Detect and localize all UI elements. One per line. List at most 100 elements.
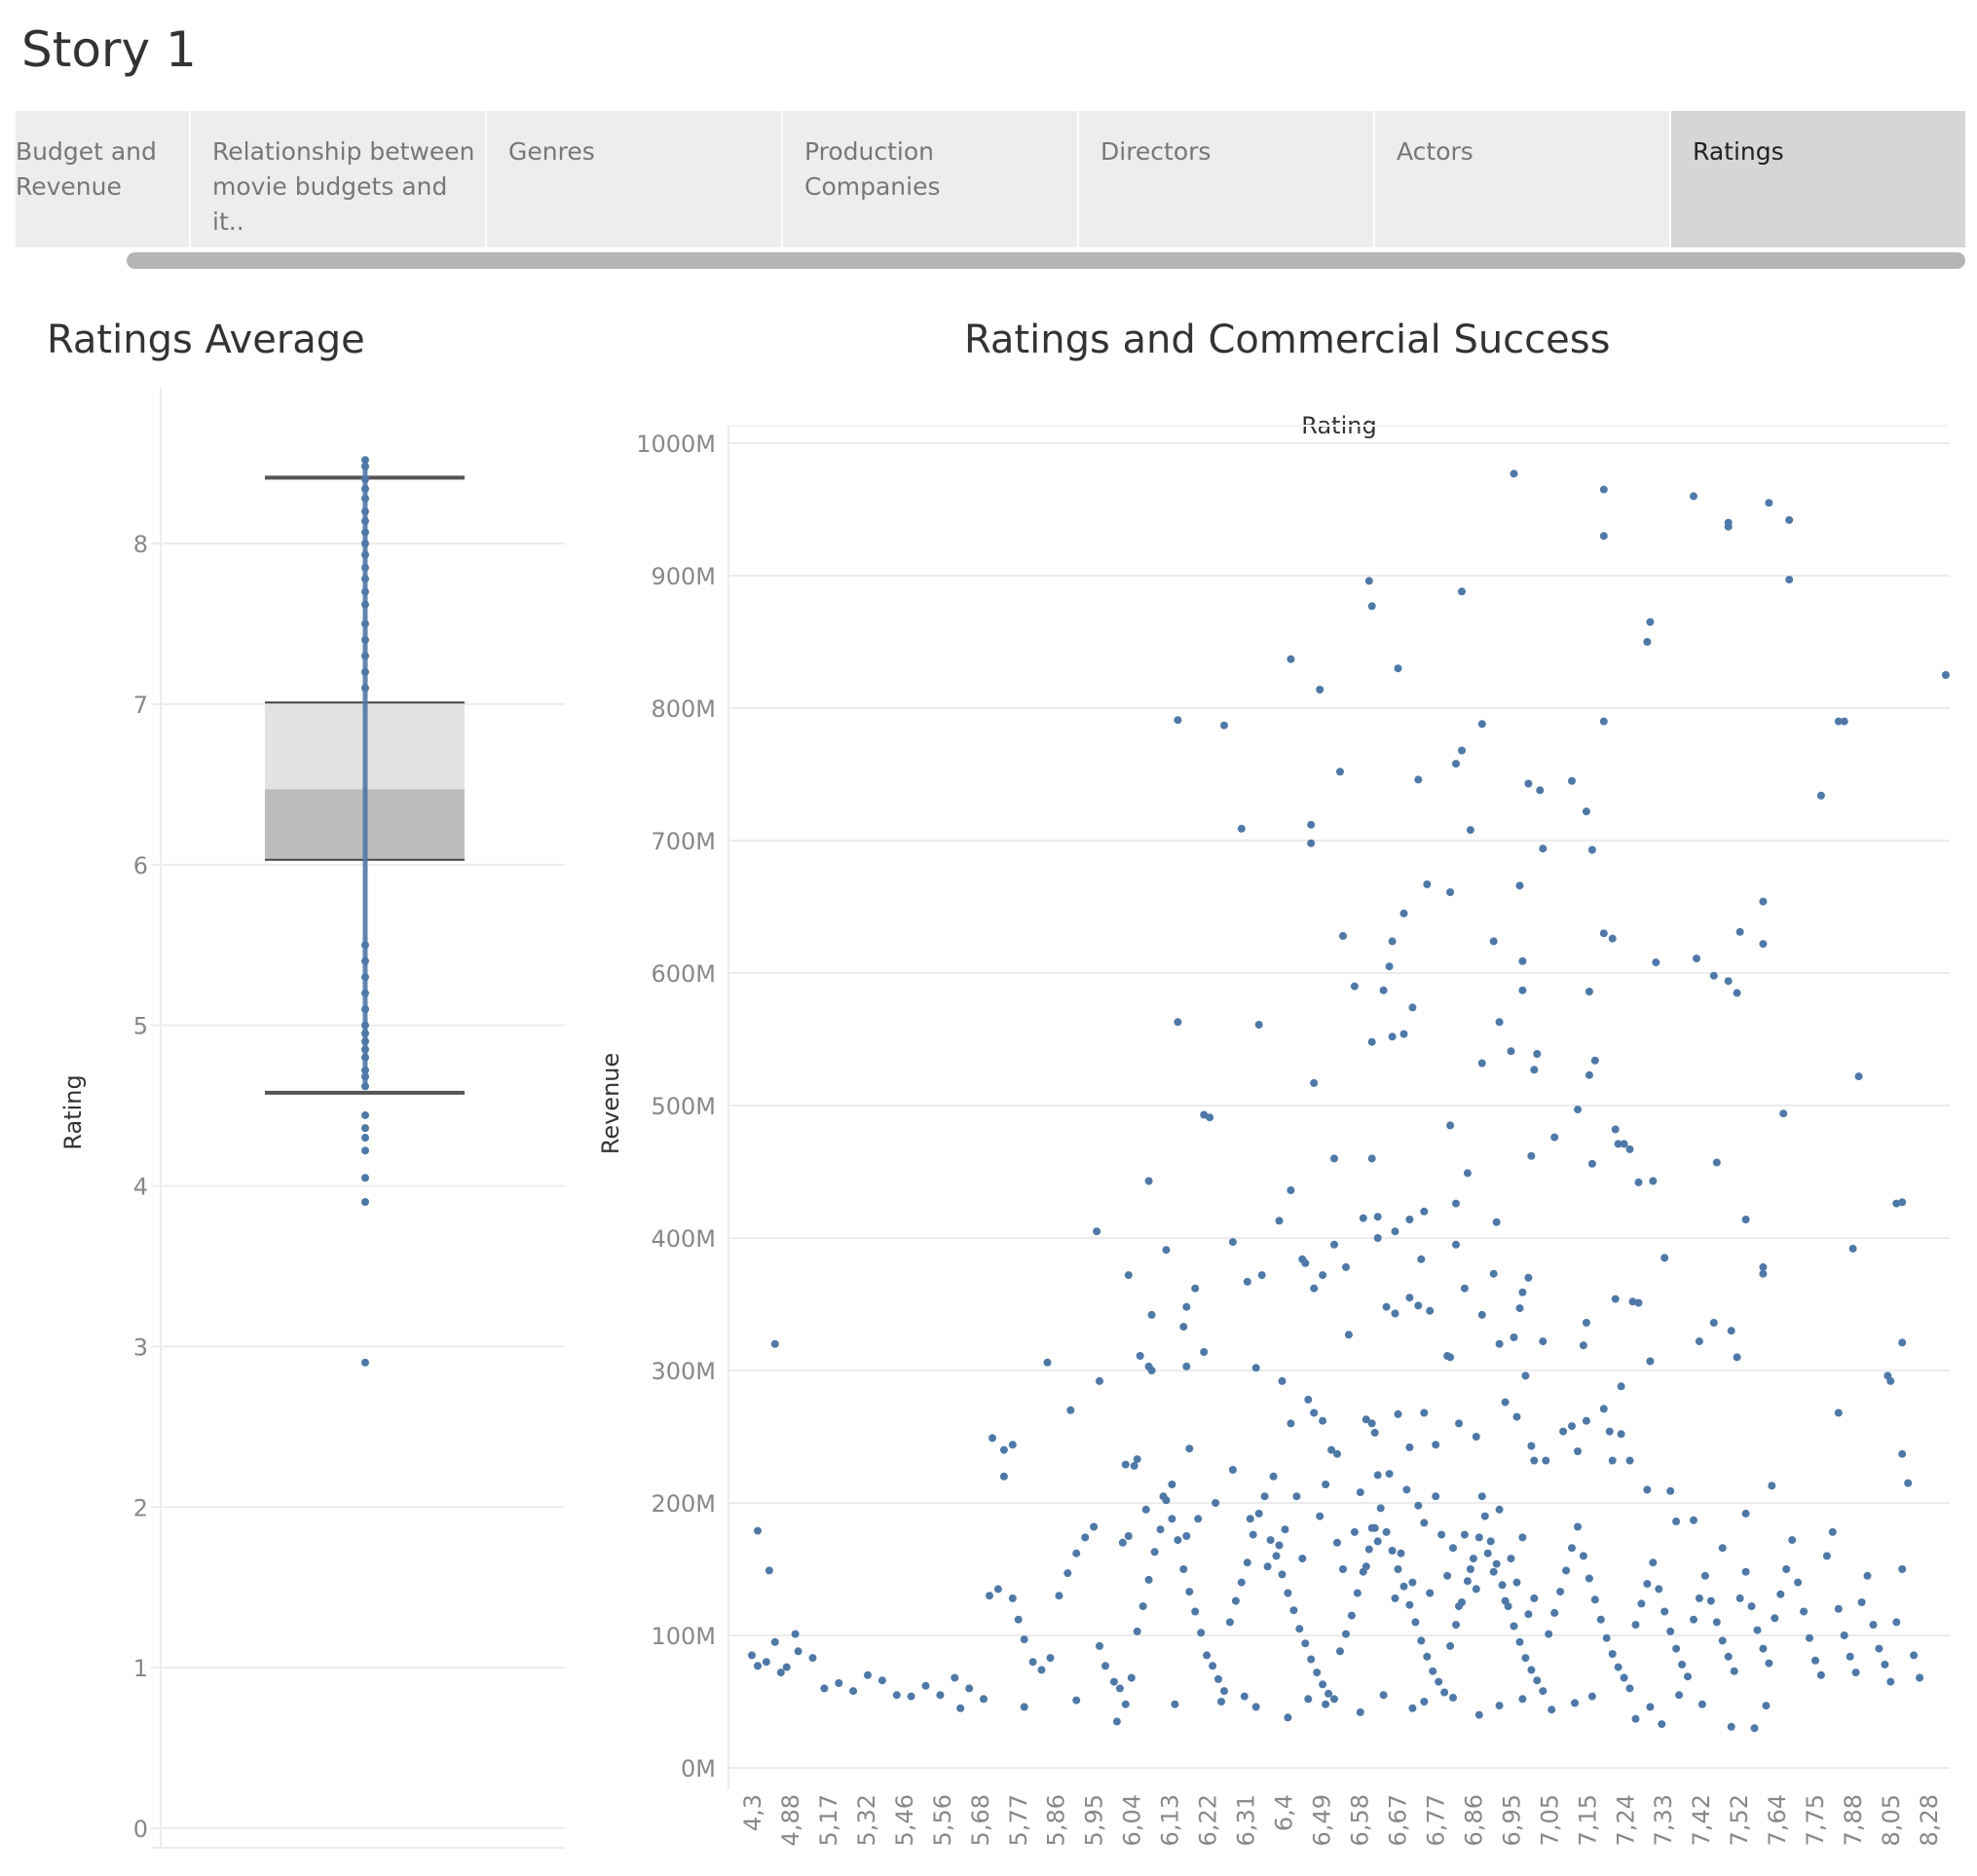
x-tick-label: 4,88 (777, 1794, 804, 1846)
data-point (791, 1630, 800, 1638)
data-point (1367, 1419, 1376, 1428)
data-point (1344, 1331, 1353, 1339)
data-point (1579, 1552, 1587, 1560)
boxplot-title: Ratings Average (47, 318, 365, 362)
data-point (1631, 1621, 1640, 1630)
data-point (1550, 1133, 1559, 1142)
rating-point (361, 941, 369, 950)
tab-directors[interactable]: Directors (1079, 111, 1373, 247)
data-point (1429, 1667, 1437, 1675)
data-point (1405, 1443, 1414, 1451)
y-tick-label: 4 (133, 1174, 148, 1201)
data-point (892, 1691, 901, 1700)
tab-ratings[interactable]: Ratings (1671, 111, 1965, 247)
data-point (1512, 1412, 1521, 1421)
data-point (1628, 1297, 1637, 1306)
data-point (1599, 1405, 1608, 1413)
data-point (1376, 1504, 1385, 1513)
data-point (1289, 1606, 1298, 1615)
data-point (1512, 1578, 1521, 1587)
data-point (1631, 1714, 1640, 1723)
data-point (1834, 1604, 1843, 1613)
data-point (1875, 1644, 1884, 1653)
data-point (1611, 1294, 1620, 1303)
data-point (1093, 1227, 1101, 1236)
x-tick-label: 6,77 (1422, 1794, 1449, 1846)
ratings-scatter: Rating0M100M200M300M400M500M600M700M800M… (597, 412, 1950, 1846)
data-point (1700, 1571, 1709, 1580)
outlier-point (361, 1358, 369, 1367)
data-point (1254, 1021, 1263, 1029)
scatter-title: Ratings and Commercial Success (964, 318, 1611, 362)
data-point (1263, 1562, 1272, 1571)
data-point (1217, 1698, 1225, 1706)
data-point (1301, 1639, 1310, 1648)
data-point (1472, 1585, 1480, 1594)
x-tick-label: 5,32 (853, 1794, 880, 1846)
tab-genres[interactable]: Genres (487, 111, 781, 247)
data-point (1672, 1518, 1681, 1525)
data-point (1709, 1319, 1718, 1327)
data-point (1072, 1549, 1081, 1557)
data-point (1510, 1333, 1518, 1341)
data-point (1750, 1724, 1759, 1733)
data-point (1225, 1618, 1234, 1627)
data-point (1712, 1158, 1721, 1167)
data-point (1096, 1376, 1103, 1385)
data-point (1910, 1651, 1919, 1660)
data-point (1709, 971, 1718, 980)
data-point (1724, 1652, 1733, 1661)
data-point (1599, 929, 1608, 938)
data-point (1660, 1607, 1669, 1616)
data-point (1182, 1302, 1191, 1311)
ratings-boxplot: 0 1 2 3 4 5 6 7 8 Rating (59, 388, 565, 1849)
data-point (1643, 1580, 1652, 1588)
data-point (1185, 1588, 1194, 1596)
x-tick-label: 5,56 (929, 1794, 956, 1846)
data-point (1414, 775, 1423, 784)
x-tick-label: 5,86 (1043, 1794, 1070, 1846)
data-point (1310, 1408, 1319, 1417)
data-point (1112, 1717, 1121, 1726)
data-point (1727, 1327, 1735, 1335)
data-point (1269, 1472, 1278, 1481)
data-point (1292, 1492, 1301, 1501)
data-point (754, 1662, 762, 1670)
data-point (1452, 1240, 1460, 1249)
data-point (1414, 1501, 1423, 1510)
data-point (1322, 1700, 1330, 1708)
data-point (1200, 1348, 1209, 1356)
data-point (1599, 485, 1608, 494)
data-point (1695, 1594, 1703, 1602)
data-point (1237, 824, 1246, 833)
data-point (986, 1592, 993, 1600)
data-point (770, 1637, 779, 1646)
data-point (1243, 1558, 1251, 1567)
data-point (1310, 1078, 1319, 1087)
tabs-scrollbar[interactable] (127, 252, 1965, 269)
data-point (1574, 1447, 1582, 1455)
data-point (808, 1654, 817, 1663)
data-point (1324, 1689, 1333, 1698)
tab-production-companies[interactable]: Production Companies (783, 111, 1077, 247)
data-point (1521, 1654, 1530, 1663)
data-point (1260, 1492, 1269, 1501)
data-point (1136, 1352, 1144, 1360)
data-point (1794, 1578, 1803, 1587)
tab-actors[interactable]: Actors (1375, 111, 1669, 247)
y-tick-label: 2 (133, 1494, 148, 1521)
tab-budget-and-revenue[interactable]: Budget and Revenue (16, 111, 189, 247)
data-point (1768, 1482, 1776, 1490)
data-point (1362, 1562, 1370, 1571)
data-point (1455, 1602, 1463, 1611)
data-point (1518, 1533, 1527, 1542)
data-point (1359, 1214, 1367, 1222)
data-point (1625, 1456, 1634, 1465)
data-point (1460, 1530, 1469, 1539)
data-point (1733, 1353, 1741, 1362)
data-point (1574, 1106, 1582, 1114)
data-point (1690, 1516, 1697, 1524)
tab-relationship-between-movie-budgets-and-it[interactable]: Relationship between movie budgets and it… (191, 111, 485, 247)
x-tick-label: 7,64 (1764, 1794, 1791, 1846)
data-point (1643, 638, 1652, 646)
